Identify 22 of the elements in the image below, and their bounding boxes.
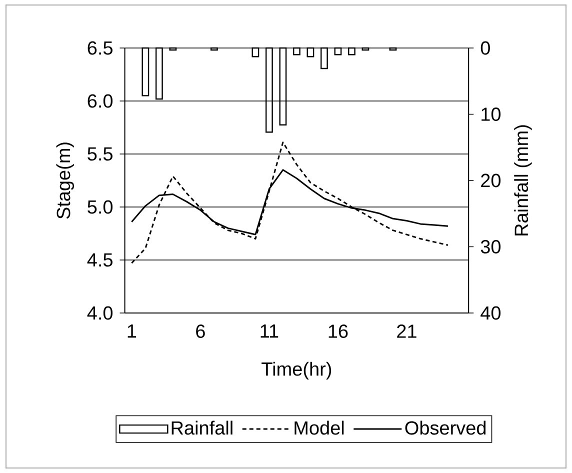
y-tick-label: 6.0 [88,94,113,108]
x-tick-label: 16 [328,324,348,338]
legend-label: Rainfall [172,420,232,435]
legend-label: Model [294,420,344,435]
y2-tick-label: 40 [480,306,501,320]
x-tick-label: 11 [260,324,278,338]
y2-tick-label: 30 [480,240,501,254]
x-tick-label: 6 [196,324,205,338]
x-tick-label: 21 [397,324,416,338]
y-tick-label: 6.5 [88,41,112,55]
y2-tick-label: 10 [482,108,501,121]
y-axis-title: Stage(m) [56,142,74,219]
y-tick-label: 4.0 [87,306,113,320]
y2-tick-label: 0 [480,41,490,55]
y2-tick-label: 20 [481,174,501,188]
y-tick-label: 5.5 [88,147,112,161]
x-axis-title: Time(hr) [262,362,332,380]
y-tick-label: 4.5 [87,253,112,267]
x-tick-label: 1 [128,324,136,338]
y2-axis-title: Rainfall (mm) [514,125,532,236]
y-tick-label: 5.0 [88,200,113,214]
legend-label: Observed [405,420,486,435]
